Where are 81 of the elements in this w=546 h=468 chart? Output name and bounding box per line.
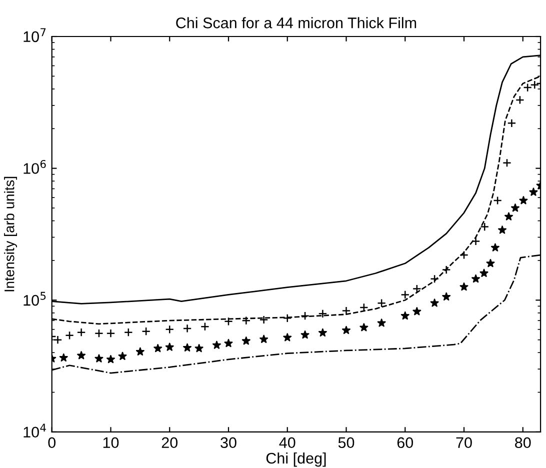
x-tick-label: 50 [338,437,354,448]
point [493,196,502,205]
point [377,318,386,327]
point [510,204,520,212]
point [106,355,115,364]
x-tick-label: 20 [162,437,178,448]
point [94,328,104,338]
point [430,298,439,307]
point [400,290,410,300]
point [300,330,310,339]
point [165,342,174,351]
y-axis-title: Intensity [arb units] [4,176,18,292]
point [400,311,410,320]
point [498,226,507,234]
point [242,316,251,325]
point [318,309,328,318]
point [136,347,144,356]
point [480,222,490,232]
point [53,335,62,344]
point [318,328,327,337]
point [300,311,310,320]
point [529,188,538,196]
point [142,326,150,336]
point [460,250,468,260]
x-tick-label: 0 [48,437,56,448]
point [516,96,524,104]
point [360,323,368,332]
point [194,344,204,352]
point [442,265,451,274]
point [523,83,532,92]
x-tick-label: 40 [279,437,296,448]
point [480,268,488,277]
point [471,236,480,246]
point [507,118,516,128]
point [504,212,513,220]
point [224,316,233,326]
point [76,328,86,337]
point [118,352,127,360]
x-tick-label: 30 [220,437,236,448]
point [224,338,233,348]
point [442,292,451,301]
point [65,330,74,340]
chart-title: Chi Scan for a 44 micron Thick Film [176,17,416,28]
point [472,274,480,283]
point [124,328,133,337]
x-tick-label: 80 [515,437,531,448]
point [183,343,192,352]
y-tick-label: 10$^{5}$ [24,292,46,306]
point [412,284,422,294]
point [430,274,439,284]
point [342,326,350,334]
x-tick-label: 60 [397,437,414,448]
y-tick-label: 10$^{4}$ [24,424,46,438]
point [530,80,540,90]
point [94,354,104,362]
point [242,336,250,345]
x-tick-label: 70 [456,437,472,448]
point [259,315,268,324]
point [154,344,162,352]
point [200,322,210,332]
point [519,196,528,204]
point [282,314,292,323]
point [460,282,468,291]
point [490,243,500,252]
point [165,324,174,334]
point [182,324,192,333]
point [106,328,116,338]
y-tick-label: 10$^{7}$ [24,28,46,42]
point [260,334,268,343]
point [283,333,292,342]
y-tick-label: 10$^{6}$ [24,160,46,174]
point [412,307,422,316]
point [486,258,495,268]
x-tick-label: 10 [103,437,119,448]
point [212,340,221,349]
point [377,298,386,308]
point [59,353,68,362]
point [77,351,86,360]
point [342,306,351,316]
x-axis-title: Chi [deg] [266,452,326,467]
point [502,158,512,168]
